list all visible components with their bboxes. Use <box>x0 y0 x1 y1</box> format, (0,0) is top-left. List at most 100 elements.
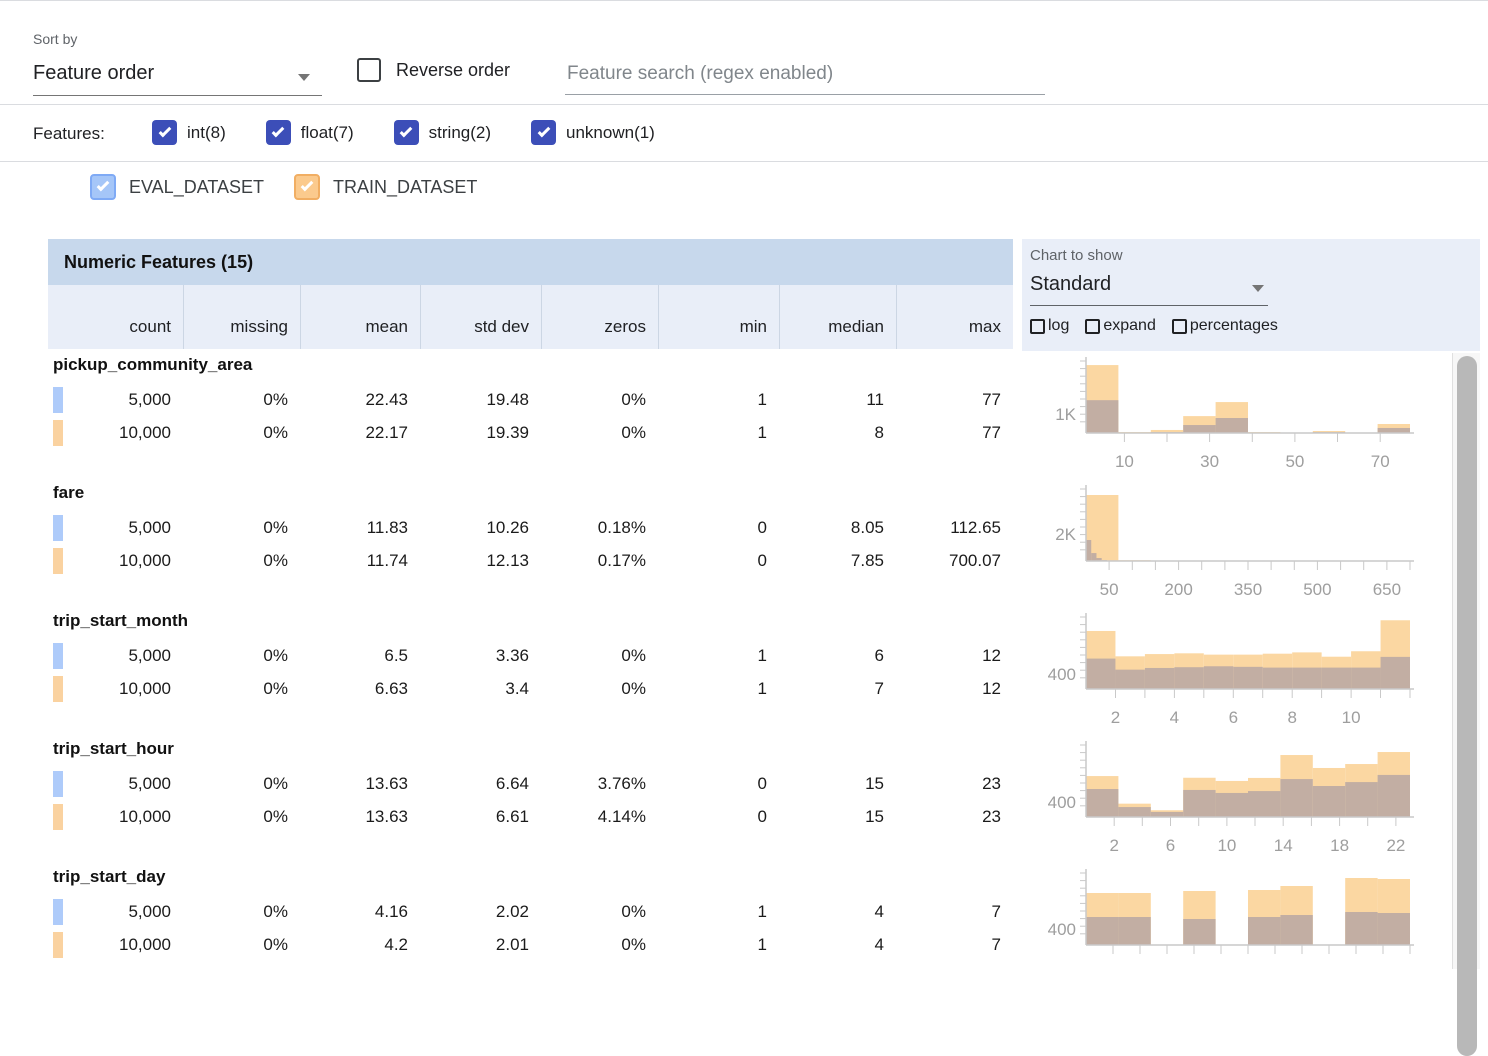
x-tick-label: 70 <box>1371 452 1390 471</box>
train-dataset-marker <box>53 804 63 830</box>
eval-dataset-marker <box>53 899 63 925</box>
x-tick-label: 10 <box>1342 708 1361 727</box>
feature-name: trip_start_month <box>53 611 188 631</box>
dataset-toggle-eval_dataset[interactable]: EVAL_DATASET <box>90 174 264 200</box>
column-header-mean: mean <box>300 285 420 349</box>
feature-type-checkbox-float[interactable]: float(7) <box>266 120 354 145</box>
y-axis-label: 400 <box>1048 665 1076 684</box>
checkbox[interactable] <box>1172 319 1187 334</box>
dropdown-arrow-icon <box>1252 285 1264 292</box>
stat-value: 0.18% <box>541 512 658 544</box>
scrollbar-thumb[interactable] <box>1457 356 1477 1056</box>
stat-value: 6.63 <box>300 673 420 705</box>
stat-value: 7 <box>896 929 1013 961</box>
feature-search-input[interactable] <box>565 53 1045 94</box>
x-tick-label: 650 <box>1373 580 1401 599</box>
checkbox[interactable] <box>1030 319 1045 334</box>
stat-value: 11.83 <box>300 512 420 544</box>
stats-row-train: 10,0000%22.1719.390%1877 <box>48 417 1013 449</box>
checkbox[interactable] <box>266 120 291 145</box>
train-dataset-marker <box>53 676 63 702</box>
stat-value: 4 <box>779 929 896 961</box>
stat-value: 10,000 <box>48 801 183 833</box>
feature-type-checkbox-string[interactable]: string(2) <box>394 120 491 145</box>
checkbox[interactable] <box>1085 319 1100 334</box>
stat-value: 1 <box>658 417 779 449</box>
stats-row-train: 10,0000%4.22.010%147 <box>48 929 1013 961</box>
feature-type-label: unknown(1) <box>566 123 655 143</box>
stat-value: 0% <box>183 929 300 961</box>
dataset-legend-row: EVAL_DATASET TRAIN_DATASET <box>90 174 477 200</box>
y-axis-label: 400 <box>1048 793 1076 812</box>
feature-type-filter-row: int(8) float(7) string(2) unknown(1) <box>152 120 655 145</box>
stat-value: 5,000 <box>48 640 183 672</box>
chart-option-percentages[interactable]: percentages <box>1172 317 1278 335</box>
facets-overview-page: { "toolbar": { "sort_by_label": "Sort by… <box>0 0 1488 968</box>
stats-row-eval: 5,0000%6.53.360%1612 <box>48 640 1013 672</box>
checkbox[interactable] <box>90 174 116 200</box>
histogram-fare[interactable]: 502003505006502K <box>1030 481 1450 609</box>
stat-value: 77 <box>896 384 1013 416</box>
histogram-trip_start_day[interactable]: 400 <box>1030 865 1450 993</box>
stat-value: 7 <box>896 896 1013 928</box>
checkbox[interactable] <box>394 120 419 145</box>
column-header-missing: missing <box>183 285 300 349</box>
stat-value: 11.74 <box>300 545 420 577</box>
histogram-trip_start_hour[interactable]: 2610141822400 <box>1030 737 1450 865</box>
stat-value: 0% <box>183 673 300 705</box>
stat-value: 13.63 <box>300 801 420 833</box>
x-tick-label: 2 <box>1111 708 1120 727</box>
checkbox[interactable] <box>152 120 177 145</box>
x-tick-label: 14 <box>1274 836 1293 855</box>
checkmark-icon <box>97 179 110 192</box>
stat-value: 15 <box>779 801 896 833</box>
sort-by-dropdown[interactable]: Feature order <box>33 58 322 96</box>
stat-value: 4 <box>779 896 896 928</box>
chart-controls-panel: Chart to show Standard logexpandpercenta… <box>1022 239 1480 351</box>
stat-value: 0% <box>183 512 300 544</box>
stat-value: 3.76% <box>541 768 658 800</box>
stats-row-eval: 5,0000%13.636.643.76%01523 <box>48 768 1013 800</box>
checkbox[interactable] <box>531 120 556 145</box>
histogram-trip_start_month[interactable]: 246810400 <box>1030 609 1450 737</box>
eval-dataset-marker <box>53 643 63 669</box>
x-tick-label: 2 <box>1109 836 1118 855</box>
eval-dataset-marker <box>53 515 63 541</box>
x-tick-label: 10 <box>1217 836 1236 855</box>
stat-value: 2.02 <box>420 896 541 928</box>
stat-value: 7.85 <box>779 545 896 577</box>
column-header-zeros: zeros <box>541 285 658 349</box>
stat-value: 1 <box>658 384 779 416</box>
stat-value: 10,000 <box>48 929 183 961</box>
stat-value: 0 <box>658 768 779 800</box>
x-tick-label: 30 <box>1200 452 1219 471</box>
eval-dataset-marker <box>53 387 63 413</box>
histogram-pickup_community_area[interactable]: 103050701K <box>1030 353 1450 481</box>
dataset-toggle-train_dataset[interactable]: TRAIN_DATASET <box>294 174 477 200</box>
stat-value: 11 <box>779 384 896 416</box>
checkbox[interactable] <box>294 174 320 200</box>
x-tick-label: 350 <box>1234 580 1262 599</box>
stat-value: 0% <box>183 384 300 416</box>
sort-by-value: Feature order <box>33 62 154 85</box>
stat-value: 0% <box>541 640 658 672</box>
feature-type-checkbox-unknown[interactable]: unknown(1) <box>531 120 655 145</box>
x-tick-label: 50 <box>1285 452 1304 471</box>
feature-type-checkbox-int[interactable]: int(8) <box>152 120 226 145</box>
scrollbar-track[interactable] <box>1452 353 1480 969</box>
divider <box>0 161 1488 162</box>
reverse-order-checkbox[interactable] <box>357 58 381 82</box>
stat-value: 1 <box>658 929 779 961</box>
stat-value: 19.48 <box>420 384 541 416</box>
stat-value: 0.17% <box>541 545 658 577</box>
stat-value: 13.63 <box>300 768 420 800</box>
stat-value: 0% <box>183 896 300 928</box>
features-filter-label: Features: <box>33 124 105 144</box>
column-header-std-dev: std dev <box>420 285 541 349</box>
eval-dataset-marker <box>53 771 63 797</box>
chart-option-expand[interactable]: expand <box>1085 317 1156 335</box>
stat-value: 700.07 <box>896 545 1013 577</box>
chart-option-log[interactable]: log <box>1030 317 1069 335</box>
train-dataset-marker <box>53 932 63 958</box>
chart-type-dropdown[interactable]: Standard <box>1030 269 1268 306</box>
